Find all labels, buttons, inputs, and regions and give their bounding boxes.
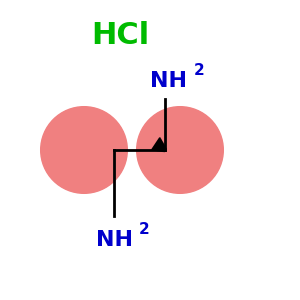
Text: NH: NH	[95, 230, 133, 250]
Circle shape	[41, 107, 127, 193]
Text: 2: 2	[194, 63, 205, 78]
Text: HCl: HCl	[91, 22, 149, 50]
Text: NH: NH	[149, 71, 187, 91]
Circle shape	[137, 107, 223, 193]
Text: 2: 2	[139, 222, 149, 237]
